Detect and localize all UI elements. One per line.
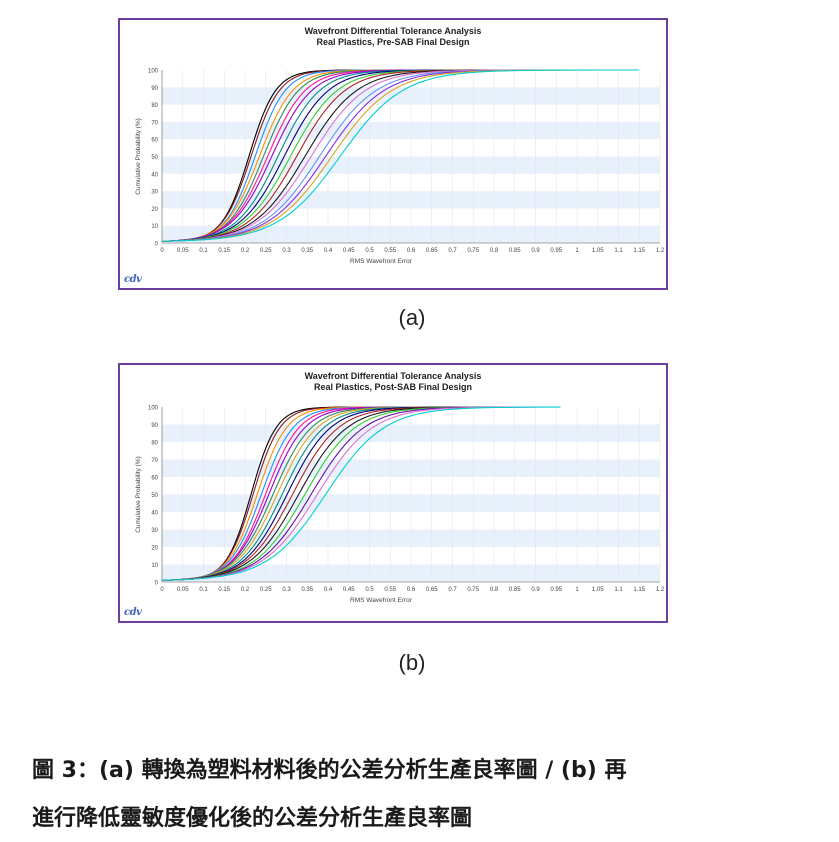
y-tick-label: 60 <box>151 476 158 482</box>
x-tick-label: 0.5 <box>365 587 374 593</box>
x-tick-label: 1.2 <box>656 248 665 254</box>
x-tick-label: 0 <box>160 587 164 593</box>
x-tick-label: 0.25 <box>260 587 272 593</box>
y-tick-label: 20 <box>151 207 158 213</box>
chart-subtitle: Real Plastics, Post-SAB Final Design <box>314 382 472 392</box>
y-axis-label: Cumulative Probability (%) <box>135 456 142 533</box>
x-tick-label: 0.6 <box>407 248 416 254</box>
x-tick-label: 0.15 <box>218 248 230 254</box>
x-tick-label: 1.1 <box>614 248 623 254</box>
logo: cdv <box>124 607 142 618</box>
x-tick-label: 1.2 <box>656 587 665 593</box>
x-tick-label: 0.05 <box>177 248 189 254</box>
x-tick-label: 0.85 <box>509 587 521 593</box>
x-tick-label: 1.15 <box>633 248 645 254</box>
y-tick-label: 100 <box>148 69 159 75</box>
x-tick-label: 1.05 <box>592 587 604 593</box>
x-tick-label: 1 <box>575 248 579 254</box>
y-tick-label: 30 <box>151 190 158 196</box>
x-tick-label: 0.8 <box>490 587 499 593</box>
x-tick-label: 1.1 <box>614 587 623 593</box>
x-tick-label: 0.1 <box>199 587 208 593</box>
y-tick-label: 0 <box>155 581 159 587</box>
x-tick-label: 0.7 <box>448 587 457 593</box>
series-line <box>161 69 640 242</box>
x-tick-label: 0.65 <box>426 248 438 254</box>
y-tick-label: 0 <box>155 242 159 248</box>
x-tick-label: 0.35 <box>301 248 313 254</box>
x-tick-label: 0.15 <box>218 587 230 593</box>
x-tick-label: 0.55 <box>384 248 396 254</box>
x-tick-label: 1.15 <box>633 587 645 593</box>
x-axis-label: RMS Wavefront Error <box>350 258 413 265</box>
y-tick-label: 40 <box>151 511 158 517</box>
x-tick-label: 0.85 <box>509 248 521 254</box>
logo: cdv <box>124 274 142 285</box>
x-tick-label: 0.05 <box>177 587 189 593</box>
x-tick-label: 1 <box>575 587 579 593</box>
y-tick-label: 10 <box>151 224 158 230</box>
x-tick-label: 0 <box>160 248 164 254</box>
x-tick-label: 0.3 <box>282 587 291 593</box>
y-tick-label: 40 <box>151 172 158 178</box>
y-tick-label: 70 <box>151 120 158 126</box>
y-tick-label: 90 <box>151 423 158 429</box>
chart-title: Wavefront Differential Tolerance Analysi… <box>305 371 482 381</box>
chart-panel-a: Wavefront Differential Tolerance Analysi… <box>118 18 668 290</box>
figure-caption-line-1: 圖 3：(a) 轉換為塑料材料後的公差分析生產良率圖 / (b) 再 <box>32 758 627 783</box>
chart-subtitle: Real Plastics, Pre-SAB Final Design <box>316 37 469 47</box>
x-tick-label: 0.75 <box>467 248 479 254</box>
y-tick-label: 10 <box>151 563 158 569</box>
x-tick-label: 0.7 <box>448 248 457 254</box>
x-tick-label: 0.95 <box>550 248 562 254</box>
y-tick-label: 20 <box>151 546 158 552</box>
series-line <box>161 406 561 581</box>
y-tick-label: 70 <box>151 458 158 464</box>
yield-chart-pre-sab: Wavefront Differential Tolerance Analysi… <box>135 26 665 265</box>
y-tick-label: 100 <box>148 406 159 412</box>
y-tick-label: 60 <box>151 138 158 144</box>
x-tick-label: 0.1 <box>199 248 208 254</box>
y-tick-label: 80 <box>151 441 158 447</box>
x-tick-label: 0.25 <box>260 248 272 254</box>
x-tick-label: 0.4 <box>324 587 333 593</box>
y-tick-label: 90 <box>151 86 158 92</box>
x-tick-label: 0.95 <box>550 587 562 593</box>
x-tick-label: 0.8 <box>490 248 499 254</box>
chart-panel-b: Wavefront Differential Tolerance Analysi… <box>118 363 668 623</box>
x-tick-label: 0.35 <box>301 587 313 593</box>
y-tick-label: 50 <box>151 493 158 499</box>
x-tick-label: 0.2 <box>241 587 250 593</box>
panel-label-b: (b) <box>398 650 426 675</box>
x-tick-label: 0.45 <box>343 248 355 254</box>
x-tick-label: 0.55 <box>384 587 396 593</box>
x-tick-label: 0.2 <box>241 248 250 254</box>
x-tick-label: 0.5 <box>365 248 374 254</box>
x-tick-label: 0.6 <box>407 587 416 593</box>
y-tick-label: 50 <box>151 155 158 161</box>
x-tick-label: 0.9 <box>531 587 540 593</box>
x-axis-label: RMS Wavefront Error <box>350 597 413 604</box>
yield-chart-post-sab: Wavefront Differential Tolerance Analysi… <box>135 371 665 604</box>
x-tick-label: 0.75 <box>467 587 479 593</box>
panel-label-a: (a) <box>398 305 426 330</box>
x-tick-label: 0.4 <box>324 248 333 254</box>
x-tick-label: 0.65 <box>426 587 438 593</box>
y-axis-label: Cumulative Probability (%) <box>135 118 142 195</box>
y-tick-label: 80 <box>151 103 158 109</box>
figure-caption-line-2: 進行降低靈敏度優化後的公差分析生產良率圖 <box>32 806 473 831</box>
y-tick-label: 30 <box>151 528 158 534</box>
x-tick-label: 0.45 <box>343 587 355 593</box>
x-tick-label: 0.9 <box>531 248 540 254</box>
chart-title: Wavefront Differential Tolerance Analysi… <box>305 26 482 36</box>
x-tick-label: 0.3 <box>282 248 291 254</box>
x-tick-label: 1.05 <box>592 248 604 254</box>
